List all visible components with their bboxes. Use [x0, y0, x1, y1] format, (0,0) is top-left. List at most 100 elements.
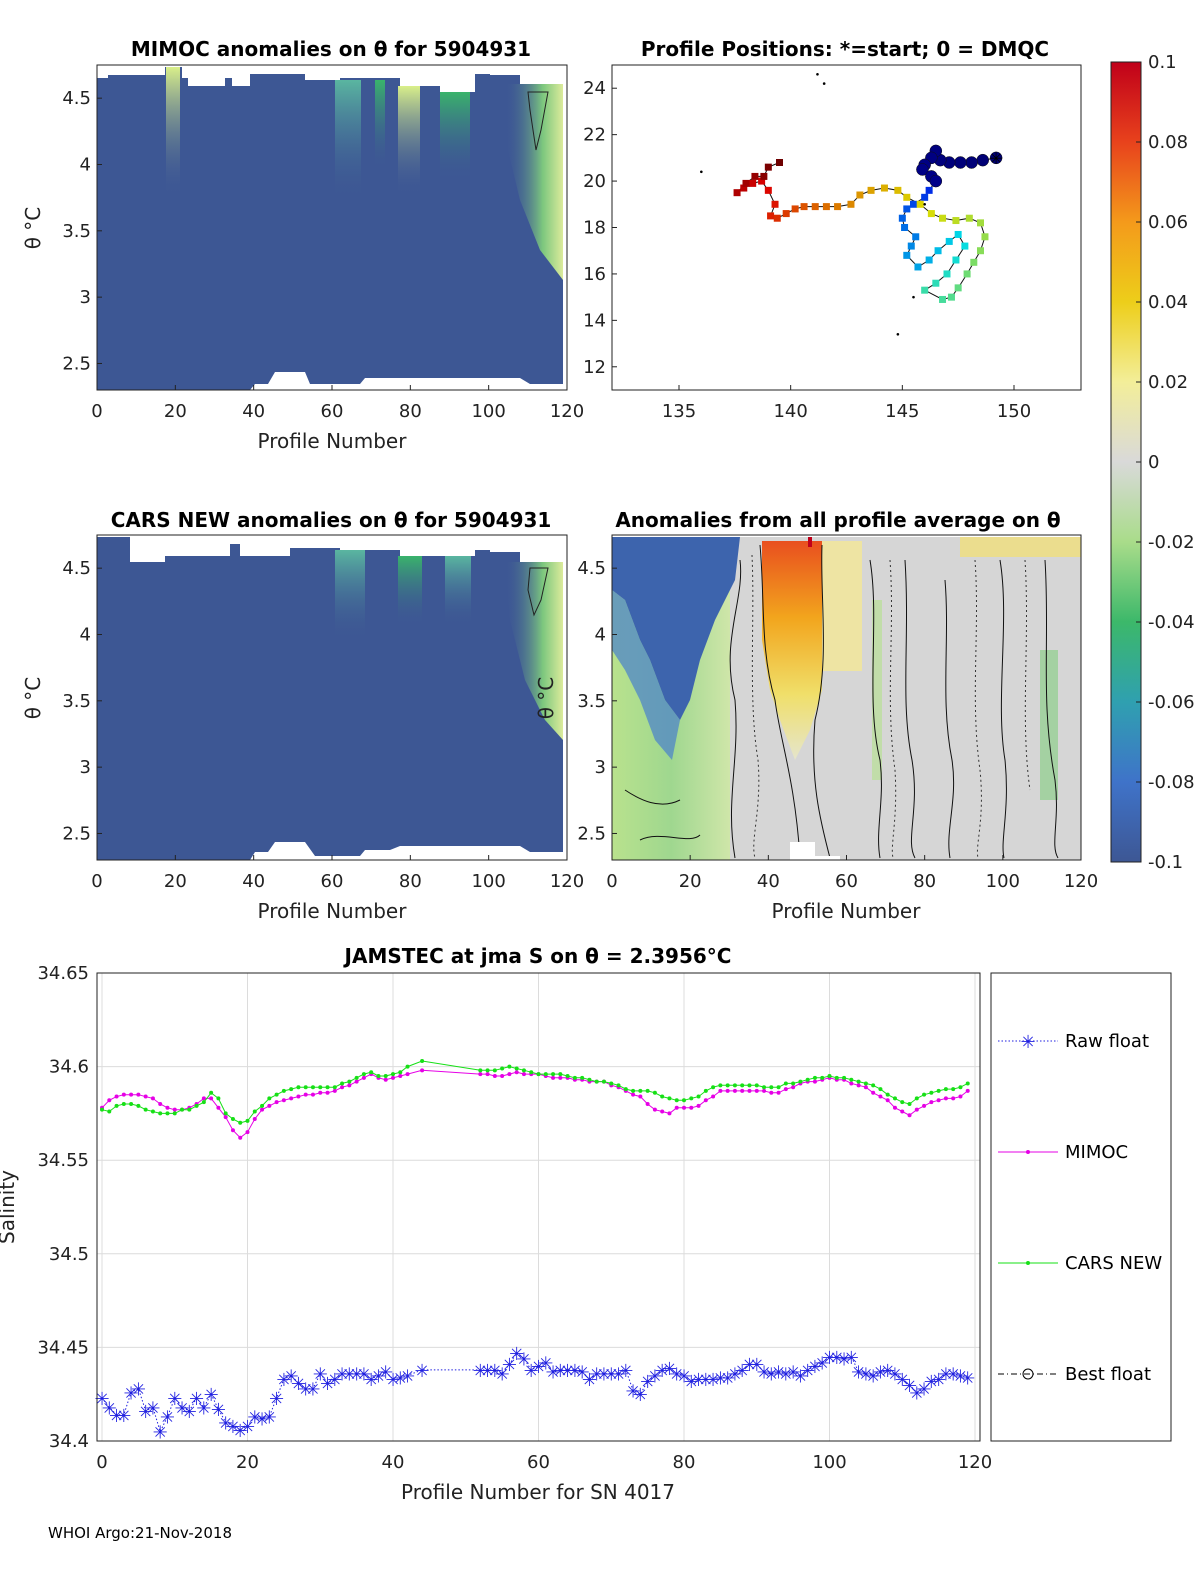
- series-point: [361, 1075, 366, 1080]
- series-point: [936, 1088, 941, 1093]
- raw-float-point: ✳: [873, 1363, 888, 1384]
- series-point: [696, 1103, 701, 1108]
- positions-ytick-label: 12: [583, 357, 606, 378]
- cars-ytick-label: 2.5: [62, 823, 91, 844]
- series-point: [791, 1081, 796, 1086]
- positions-point: [970, 258, 978, 266]
- series-point: [645, 1102, 650, 1107]
- series-point: [180, 1107, 185, 1112]
- raw-float-point: ✳: [313, 1365, 328, 1386]
- series-point: [500, 1073, 505, 1078]
- series-point: [194, 1103, 199, 1108]
- series-point: [383, 1077, 388, 1082]
- series-point: [805, 1077, 810, 1082]
- series-point: [871, 1083, 876, 1088]
- positions-point: [907, 242, 915, 250]
- series-line: [101, 1060, 968, 1124]
- series-point: [769, 1085, 774, 1090]
- positions-ytick-label: 24: [583, 78, 606, 99]
- positions-point: [912, 233, 920, 241]
- series-point: [725, 1083, 730, 1088]
- salinity-legend: ✳ Raw float MIMOC CARS NEW Best float: [990, 972, 1172, 1442]
- cars-heatmap-field: [97, 537, 563, 860]
- cars-y-ticks: 2.5 3 3.5 4 4.5: [62, 558, 102, 844]
- raw-float-point: ✳: [385, 1370, 400, 1391]
- positions-point: [927, 210, 935, 218]
- series-point: [245, 1130, 250, 1135]
- positions-point: [932, 279, 940, 287]
- series-line: [101, 1069, 969, 1139]
- salinity-xlabel: Profile Number for SN 4017: [401, 1480, 675, 1504]
- series-point: [558, 1072, 563, 1077]
- mimoc-xtick-label: 0: [91, 401, 102, 422]
- series-point: [521, 1068, 526, 1073]
- series-mimoc: [100, 1068, 970, 1140]
- raw-float-point: ✳: [618, 1361, 633, 1382]
- colorbar-tick-label: -0.1: [1148, 852, 1183, 873]
- avg-panel: Anomalies from all profile average on θ …: [534, 508, 1098, 923]
- avg-white-gap: [790, 842, 840, 860]
- legend-swatch-marker: ✳: [1020, 1032, 1035, 1053]
- positions-axes-box: [611, 64, 1082, 391]
- series-point: [209, 1090, 214, 1095]
- series-point: [165, 1105, 170, 1110]
- positions-point: [791, 205, 799, 213]
- positions-point: [945, 237, 953, 245]
- series-point: [922, 1103, 927, 1108]
- positions-point: [771, 200, 779, 208]
- avg-contours: [624, 544, 1059, 859]
- raw-float-point: ✳: [320, 1374, 335, 1395]
- colorbar-tick-label: -0.02: [1148, 532, 1195, 553]
- raw-float-point: ✳: [378, 1363, 393, 1384]
- avg-green-band-2: [1040, 650, 1058, 800]
- raw-float-point: ✳: [160, 1408, 175, 1429]
- raw-float-point: ✳: [145, 1398, 160, 1419]
- series-point: [929, 1090, 934, 1095]
- raw-float-point: ✳: [742, 1355, 757, 1376]
- raw-float-point: ✳: [364, 1370, 379, 1391]
- raw-float-point: ✳: [611, 1365, 626, 1386]
- raw-float-point: ✳: [575, 1363, 590, 1384]
- salinity-xtick-label: 120: [958, 1452, 992, 1473]
- series-point: [791, 1085, 796, 1090]
- colorbar-tick-label: 0.1: [1148, 52, 1177, 73]
- series-point: [834, 1075, 839, 1080]
- raw-float-point: ✳: [764, 1365, 779, 1386]
- avg-neg-region-2: [612, 590, 680, 760]
- raw-float-point: ✳: [189, 1389, 204, 1410]
- raw-float-point: ✳: [895, 1370, 910, 1391]
- series-point: [674, 1105, 679, 1110]
- cars-anom-band-60: [335, 550, 365, 640]
- cars-xtick-label: 40: [242, 871, 265, 892]
- series-point: [551, 1075, 556, 1080]
- raw-float-point: ✳: [735, 1361, 750, 1382]
- positions-point: [856, 191, 864, 199]
- series-point: [689, 1105, 694, 1110]
- series-point: [274, 1100, 279, 1105]
- mimoc-anom-band-20: [166, 67, 180, 197]
- cars-anom-band-95: [445, 556, 471, 626]
- salinity-series: ✳✳✳✳✳✳✳✳✳✳✳✳✳✳✳✳✳✳✳✳✳✳✳✳✳✳✳✳✳✳✳✳✳✳✳✳✳✳✳✳…: [94, 1058, 975, 1444]
- series-point: [929, 1100, 934, 1105]
- series-point: [223, 1115, 228, 1120]
- series-point: [907, 1113, 912, 1118]
- raw-float-point: ✳: [531, 1357, 546, 1378]
- series-point: [601, 1079, 606, 1084]
- series-point: [310, 1085, 315, 1090]
- raw-float-point: ✳: [167, 1389, 182, 1410]
- positions-xtick-label: 140: [773, 401, 807, 422]
- raw-float-point: ✳: [917, 1380, 932, 1401]
- avg-xtick-label: 20: [679, 871, 702, 892]
- series-point: [340, 1081, 345, 1086]
- raw-float-point: ✳: [349, 1365, 364, 1386]
- raw-float-point: ✳: [495, 1365, 510, 1386]
- raw-float-point: ✳: [516, 1350, 531, 1371]
- series-point: [812, 1075, 817, 1080]
- series-point: [703, 1088, 708, 1093]
- raw-float-point: ✳: [669, 1365, 684, 1386]
- cars-xtick-label: 100: [471, 871, 505, 892]
- positions-point: [925, 186, 933, 194]
- avg-x-ticks: 0 20 40 60 80 100 120: [606, 855, 1098, 892]
- raw-float-point: ✳: [931, 1370, 946, 1391]
- series-point: [638, 1094, 643, 1099]
